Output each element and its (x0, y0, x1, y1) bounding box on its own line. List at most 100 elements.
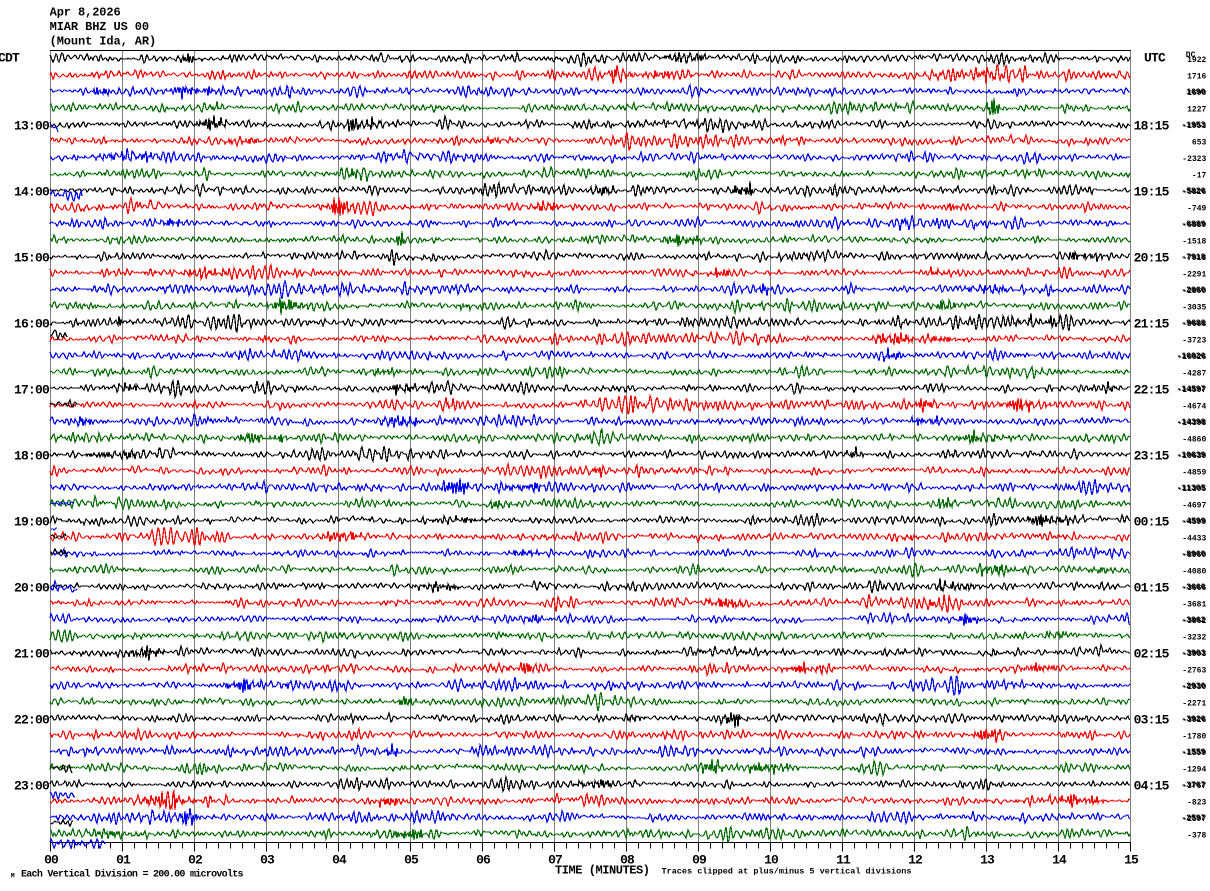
svg-text:-3666: -3666 (1181, 583, 1205, 592)
svg-text:03:15: 03:15 (1134, 713, 1170, 728)
svg-text:23:00: 23:00 (14, 779, 50, 794)
svg-text:1227: 1227 (1187, 105, 1206, 114)
svg-text:15:00: 15:00 (14, 251, 50, 266)
svg-text:Each Vertical Division = 200.: Each Vertical Division = 200.00 microvol… (21, 869, 244, 881)
svg-text:-1953: -1953 (1182, 122, 1206, 131)
svg-text:-10639: -10639 (1177, 452, 1206, 461)
svg-text:-2763: -2763 (1182, 666, 1206, 675)
svg-text:TIME (MINUTES): TIME (MINUTES) (555, 864, 650, 878)
svg-text:1922: 1922 (1187, 56, 1206, 65)
svg-text:00:15: 00:15 (1134, 515, 1170, 530)
svg-text:DC: DC (1186, 51, 1196, 60)
svg-text:-2860: -2860 (1182, 287, 1206, 296)
svg-text:CDT: CDT (0, 50, 20, 65)
svg-text:-4599: -4599 (1181, 517, 1205, 526)
svg-text:02: 02 (188, 853, 203, 868)
svg-text:1716: 1716 (1187, 72, 1206, 81)
svg-text:UTC: UTC (1144, 50, 1166, 65)
svg-text:23:15: 23:15 (1134, 449, 1170, 464)
svg-text:09: 09 (692, 853, 707, 868)
svg-text:-378: -378 (1187, 831, 1206, 840)
svg-text:-4599: -4599 (1182, 518, 1206, 527)
svg-text:07: 07 (548, 853, 562, 868)
svg-text:-2930: -2930 (1182, 683, 1206, 692)
svg-text:-2930: -2930 (1181, 682, 1205, 691)
svg-text:-749: -749 (1187, 204, 1206, 213)
svg-text:-5826: -5826 (1181, 187, 1205, 196)
svg-text:-2291: -2291 (1182, 270, 1206, 279)
svg-text:17:00: 17:00 (14, 383, 50, 398)
svg-text:12: 12 (908, 853, 923, 868)
svg-text:15: 15 (1124, 853, 1139, 868)
svg-text:-14398: -14398 (1177, 418, 1206, 427)
svg-text:-2271: -2271 (1182, 699, 1206, 708)
svg-text:-2860: -2860 (1181, 286, 1205, 295)
svg-text:-9688: -9688 (1181, 319, 1205, 328)
svg-text:Traces clipped at plus/minus 5: Traces clipped at plus/minus 5 vertical … (662, 867, 912, 877)
svg-text:-3903: -3903 (1182, 650, 1206, 659)
svg-text:-4433: -4433 (1182, 534, 1206, 543)
svg-text:-3232: -3232 (1182, 633, 1206, 642)
svg-text:20:15: 20:15 (1134, 251, 1170, 266)
svg-text:10: 10 (764, 853, 779, 868)
svg-text:21:15: 21:15 (1134, 317, 1170, 332)
svg-text:-3926: -3926 (1182, 716, 1206, 725)
svg-text:13:00: 13:00 (14, 119, 50, 134)
svg-text:Apr 8,2026: Apr 8,2026 (50, 6, 121, 20)
svg-text:-4080: -4080 (1182, 567, 1206, 576)
svg-text:-1559: -1559 (1181, 748, 1205, 757)
svg-text:00: 00 (44, 853, 59, 868)
svg-text:-823: -823 (1187, 798, 1206, 807)
svg-text:-3035: -3035 (1182, 303, 1206, 312)
svg-text:18:15: 18:15 (1134, 119, 1170, 134)
svg-text:-2597: -2597 (1181, 814, 1205, 823)
svg-text:05: 05 (404, 853, 419, 868)
svg-text:-1559: -1559 (1182, 749, 1206, 758)
svg-text:-7918: -7918 (1182, 254, 1206, 263)
svg-text:08: 08 (620, 853, 635, 868)
svg-text:03: 03 (260, 853, 275, 868)
svg-text:22:15: 22:15 (1134, 383, 1170, 398)
svg-text:653: 653 (1192, 138, 1207, 147)
svg-text:18:00: 18:00 (14, 449, 50, 464)
svg-text:-14398: -14398 (1177, 419, 1206, 428)
svg-text:-4859: -4859 (1182, 468, 1206, 477)
svg-text:-1953: -1953 (1181, 121, 1205, 130)
svg-text:-16026: -16026 (1177, 352, 1206, 361)
svg-text:-1780: -1780 (1182, 732, 1206, 741)
svg-text:-3767: -3767 (1181, 781, 1205, 790)
svg-text:-1294: -1294 (1182, 765, 1206, 774)
svg-text:(Mount Ida, AR): (Mount Ida, AR) (50, 34, 157, 48)
svg-text:21:00: 21:00 (14, 647, 50, 662)
svg-text:-8960: -8960 (1182, 551, 1206, 560)
svg-text:-14597: -14597 (1177, 386, 1206, 395)
svg-text:01: 01 (116, 853, 131, 868)
svg-text:-7918: -7918 (1181, 253, 1205, 262)
svg-text:-3926: -3926 (1181, 715, 1205, 724)
svg-text:-1518: -1518 (1182, 237, 1206, 246)
svg-text:14:00: 14:00 (14, 185, 50, 200)
svg-text:-6889: -6889 (1181, 220, 1205, 229)
svg-text:-6889: -6889 (1182, 221, 1206, 230)
svg-text:02:15: 02:15 (1134, 647, 1170, 662)
svg-text:M: M (11, 873, 15, 880)
svg-text:04: 04 (332, 853, 347, 868)
svg-text:-3681: -3681 (1182, 600, 1206, 609)
svg-text:-16026: -16026 (1177, 353, 1206, 362)
svg-text:-3723: -3723 (1182, 336, 1206, 345)
svg-text:22:00: 22:00 (14, 713, 50, 728)
svg-text:-9688: -9688 (1182, 320, 1206, 329)
svg-text:MIAR BHZ US 00: MIAR BHZ US 00 (50, 20, 149, 34)
svg-text:-3862: -3862 (1182, 617, 1206, 626)
svg-text:11: 11 (836, 853, 851, 868)
svg-text:19:15: 19:15 (1134, 185, 1170, 200)
svg-text:-3862: -3862 (1181, 616, 1205, 625)
svg-text:-3903: -3903 (1181, 649, 1205, 658)
svg-text:16:00: 16:00 (14, 317, 50, 332)
svg-text:06: 06 (476, 853, 491, 868)
svg-text:20:00: 20:00 (14, 581, 50, 596)
svg-text:-3666: -3666 (1182, 584, 1206, 593)
svg-text:19:00: 19:00 (14, 515, 50, 530)
svg-text:-4287: -4287 (1182, 369, 1206, 378)
svg-text:-4674: -4674 (1182, 402, 1206, 411)
